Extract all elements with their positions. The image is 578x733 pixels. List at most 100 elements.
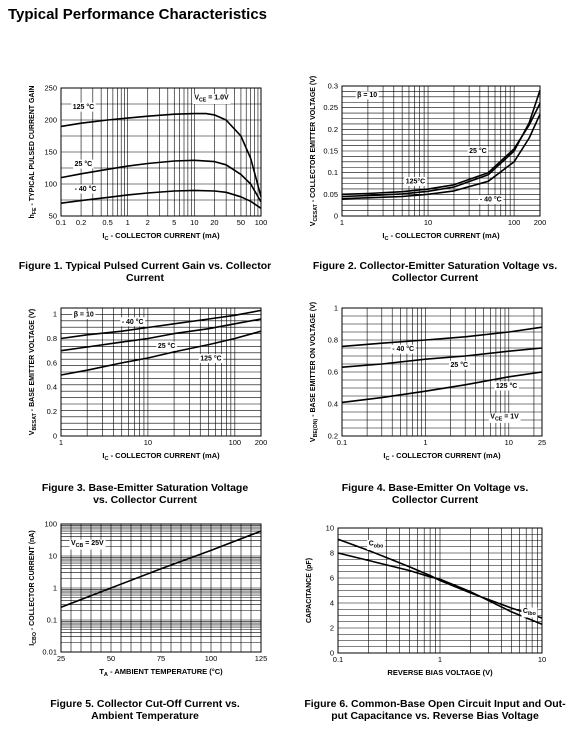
x-tick-label: 25 [57,654,65,663]
annotation-background [120,317,146,327]
figure-1-chart: 0.1 0.2 0.5 1 2 5 10 20 50 100 50 100 150 200 250 IC - … [29,84,267,243]
x-tick-label: 5 [172,218,176,227]
x-tick-label: 0.1 [56,218,66,227]
plot-frame [60,523,262,653]
x-tick-label: 0.1 [333,655,343,664]
x-axis-label: IC - COLLECTOR CURRENT (mA) [102,451,220,462]
figure-3-chart: 1 10 100 200 0 0.2 0.4 0.6 0.8 1 IC - COLLECTOR CU… [29,307,268,462]
annotation-background [73,159,94,169]
figure-4-panel: 0.1 1 10 25 0.2 0.4 0.6 0.8 1 IC - COLLECTOR CURR… [295,292,575,517]
y-tick-label: 0.01 [42,648,57,657]
caption-line: vs. Collector Current [93,494,197,506]
x-axis-label: IC - COLLECTOR CURRENT (mA) [383,451,501,462]
y-tick-label: 0 [330,649,334,658]
caption-line: Figure 2. Collector-Emitter Saturation V… [312,260,558,272]
annotation-background [390,344,416,354]
series-line-3 [341,113,541,200]
annotation-label: 25 °C [158,342,176,350]
y-tick-label: 0.6 [47,358,57,367]
x-tick-label: 200 [255,438,268,447]
y-tick-label: 8 [330,549,334,558]
plot-frame [341,85,541,217]
x-tick-label: 1 [59,438,63,447]
x-tick-label: 1 [423,438,427,447]
y-axis-label: ICBO - COLLECTOR CURRENT (nA) [29,530,38,645]
figure-2-chart: 1 10 100 200 0 0.05 0.1 0.15 0.2 0.25 0.3 IC - COLL… [310,76,547,242]
y-tick-label: 6 [330,574,334,583]
y-tick-label: 0.6 [328,368,338,377]
annotation-label: 125 °C [73,103,94,111]
x-tick-label: 20 [210,218,218,227]
y-axis-label: hFE - TYPICAL PULSED CURRENT GAIN [29,86,38,219]
x-axis-label: TA - AMBIENT TEMPERATURE (°C) [99,667,223,678]
x-tick-label: 1 [126,218,130,227]
annotation-label: β = 10 [357,92,377,99]
annotation-label: 25 °C [451,361,469,369]
y-axis-label: VCESAT - COLLECTOR EMITTER VOLTAGE (V) [310,76,319,226]
plot-frame [60,87,262,217]
y-tick-label: 0.3 [328,82,338,91]
y-axis-label: VBE(ON) - BASE EMITTER ON VOLTAGE (V) [310,302,319,442]
annotation-label: VCB = 25V [71,540,104,549]
caption-line: Current [126,272,164,284]
x-tick-label: 25 [538,438,546,447]
annotation-label: Cobo [369,541,384,550]
x-tick-label: 75 [157,654,165,663]
figure-6-panel: 0.1 1 10 0 2 4 6 8 10 REVERSE BIAS VOLTAGE (V) CAP… [295,508,575,733]
y-tick-label: 0.1 [47,616,57,625]
x-tick-label: 0.5 [102,218,112,227]
annotation-label: 125°C [406,178,426,186]
x-tick-label: 50 [107,654,115,663]
y-axis-label: VBESAT - BASE EMITTER VOLTAGE (V) [29,309,38,435]
series-line-2 [60,159,262,203]
annotation-background [192,94,231,105]
x-tick-label: 10 [505,438,513,447]
series-line-1 [60,309,262,340]
x-tick-label: 2 [146,218,150,227]
x-tick-label: 125 [255,654,268,663]
figure-2-caption: Figure 2. Collector-Emitter Saturation V… [295,260,575,284]
figure-6-caption: Figure 6. Common-Base Open Circuit Input… [295,698,575,722]
x-axis-label: REVERSE BIAS VOLTAGE (V) [387,668,493,677]
x-axis-label: IC - COLLECTOR CURRENT (mA) [382,231,500,242]
caption-line: Figure 5. Collector Cut-Off Current vs. [50,698,240,710]
caption-line: Figure 4. Base-Emitter On Voltage vs. [341,482,529,494]
figure-2-panel: 1 10 100 200 0 0.05 0.1 0.15 0.2 0.25 0.3 IC - COLL… [295,70,575,295]
annotation-label: 125 °C [496,382,517,390]
annotation-background [488,412,521,423]
annotation-background [72,311,96,320]
caption-line: Figure 6. Common-Base Open Circuit Input… [304,698,566,710]
x-axis-label: IC - COLLECTOR CURRENT (mA) [102,231,220,242]
x-tick-label: 10 [538,655,546,664]
figure-6-chart: 0.1 1 10 0 2 4 6 8 10 REVERSE BIAS VOLTAGE (V) CAP… [306,524,546,678]
annotation-label: 25 °C [75,160,93,168]
x-tick-label: 100 [229,438,242,447]
annotation-label: - 40 °C [480,196,502,204]
annotation-background [198,353,224,363]
annotation-label: 25 °C [469,147,487,155]
figure-3-caption: Figure 3. Base-Emitter Saturation Voltag… [5,482,285,506]
x-tick-label: 200 [534,218,547,227]
x-tick-label: 10 [190,218,198,227]
annotation-background [367,540,385,550]
annotation-label: Cibo [523,608,536,617]
y-tick-label: 250 [44,84,57,93]
series-line-3 [60,330,262,376]
annotation-label: VCE = 1.0V [194,95,229,104]
annotation-background [449,360,470,370]
y-tick-label: 10 [49,552,57,561]
y-tick-label: 10 [326,524,334,533]
series-line-1 [60,530,262,609]
y-tick-label: 0.2 [47,407,57,416]
series-line-2 [60,318,262,352]
y-tick-label: 150 [44,148,57,157]
figure-4-caption: Figure 4. Base-Emitter On Voltage vs. Col… [295,482,575,506]
series-line-1 [341,326,543,348]
y-tick-label: 0.15 [323,147,338,156]
y-tick-label: 1 [53,584,57,593]
x-tick-label: 0.1 [337,438,347,447]
x-tick-label: 10 [424,218,432,227]
series-line-2 [337,552,543,626]
figure-5-chart: 25 50 75 100 125 0.01 0.1 1 10 100 TA - AMBIENT TE… [29,520,268,679]
y-tick-label: 0.4 [47,383,57,392]
